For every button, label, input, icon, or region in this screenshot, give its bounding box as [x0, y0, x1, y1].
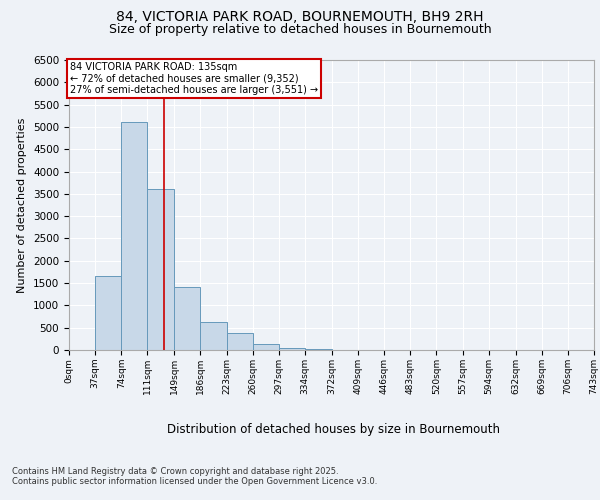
Text: Size of property relative to detached houses in Bournemouth: Size of property relative to detached ho…: [109, 22, 491, 36]
Bar: [95, 276, 121, 350]
Text: 84, VICTORIA PARK ROAD, BOURNEMOUTH, BH9 2RH: 84, VICTORIA PARK ROAD, BOURNEMOUTH, BH9…: [116, 10, 484, 24]
Text: Contains public sector information licensed under the Open Government Licence v3: Contains public sector information licen…: [12, 478, 377, 486]
Bar: [227, 334, 253, 350]
Text: 84 VICTORIA PARK ROAD: 135sqm
← 72% of detached houses are smaller (9,352)
27% o: 84 VICTORIA PARK ROAD: 135sqm ← 72% of d…: [70, 62, 318, 96]
Bar: [200, 322, 227, 350]
Text: Contains HM Land Registry data © Crown copyright and database right 2025.: Contains HM Land Registry data © Crown c…: [12, 468, 338, 476]
Bar: [279, 348, 305, 350]
Y-axis label: Number of detached properties: Number of detached properties: [17, 118, 28, 292]
Bar: [148, 190, 174, 350]
Bar: [174, 286, 200, 350]
Bar: [121, 122, 148, 350]
Bar: [253, 344, 279, 350]
Text: Distribution of detached houses by size in Bournemouth: Distribution of detached houses by size …: [167, 422, 500, 436]
